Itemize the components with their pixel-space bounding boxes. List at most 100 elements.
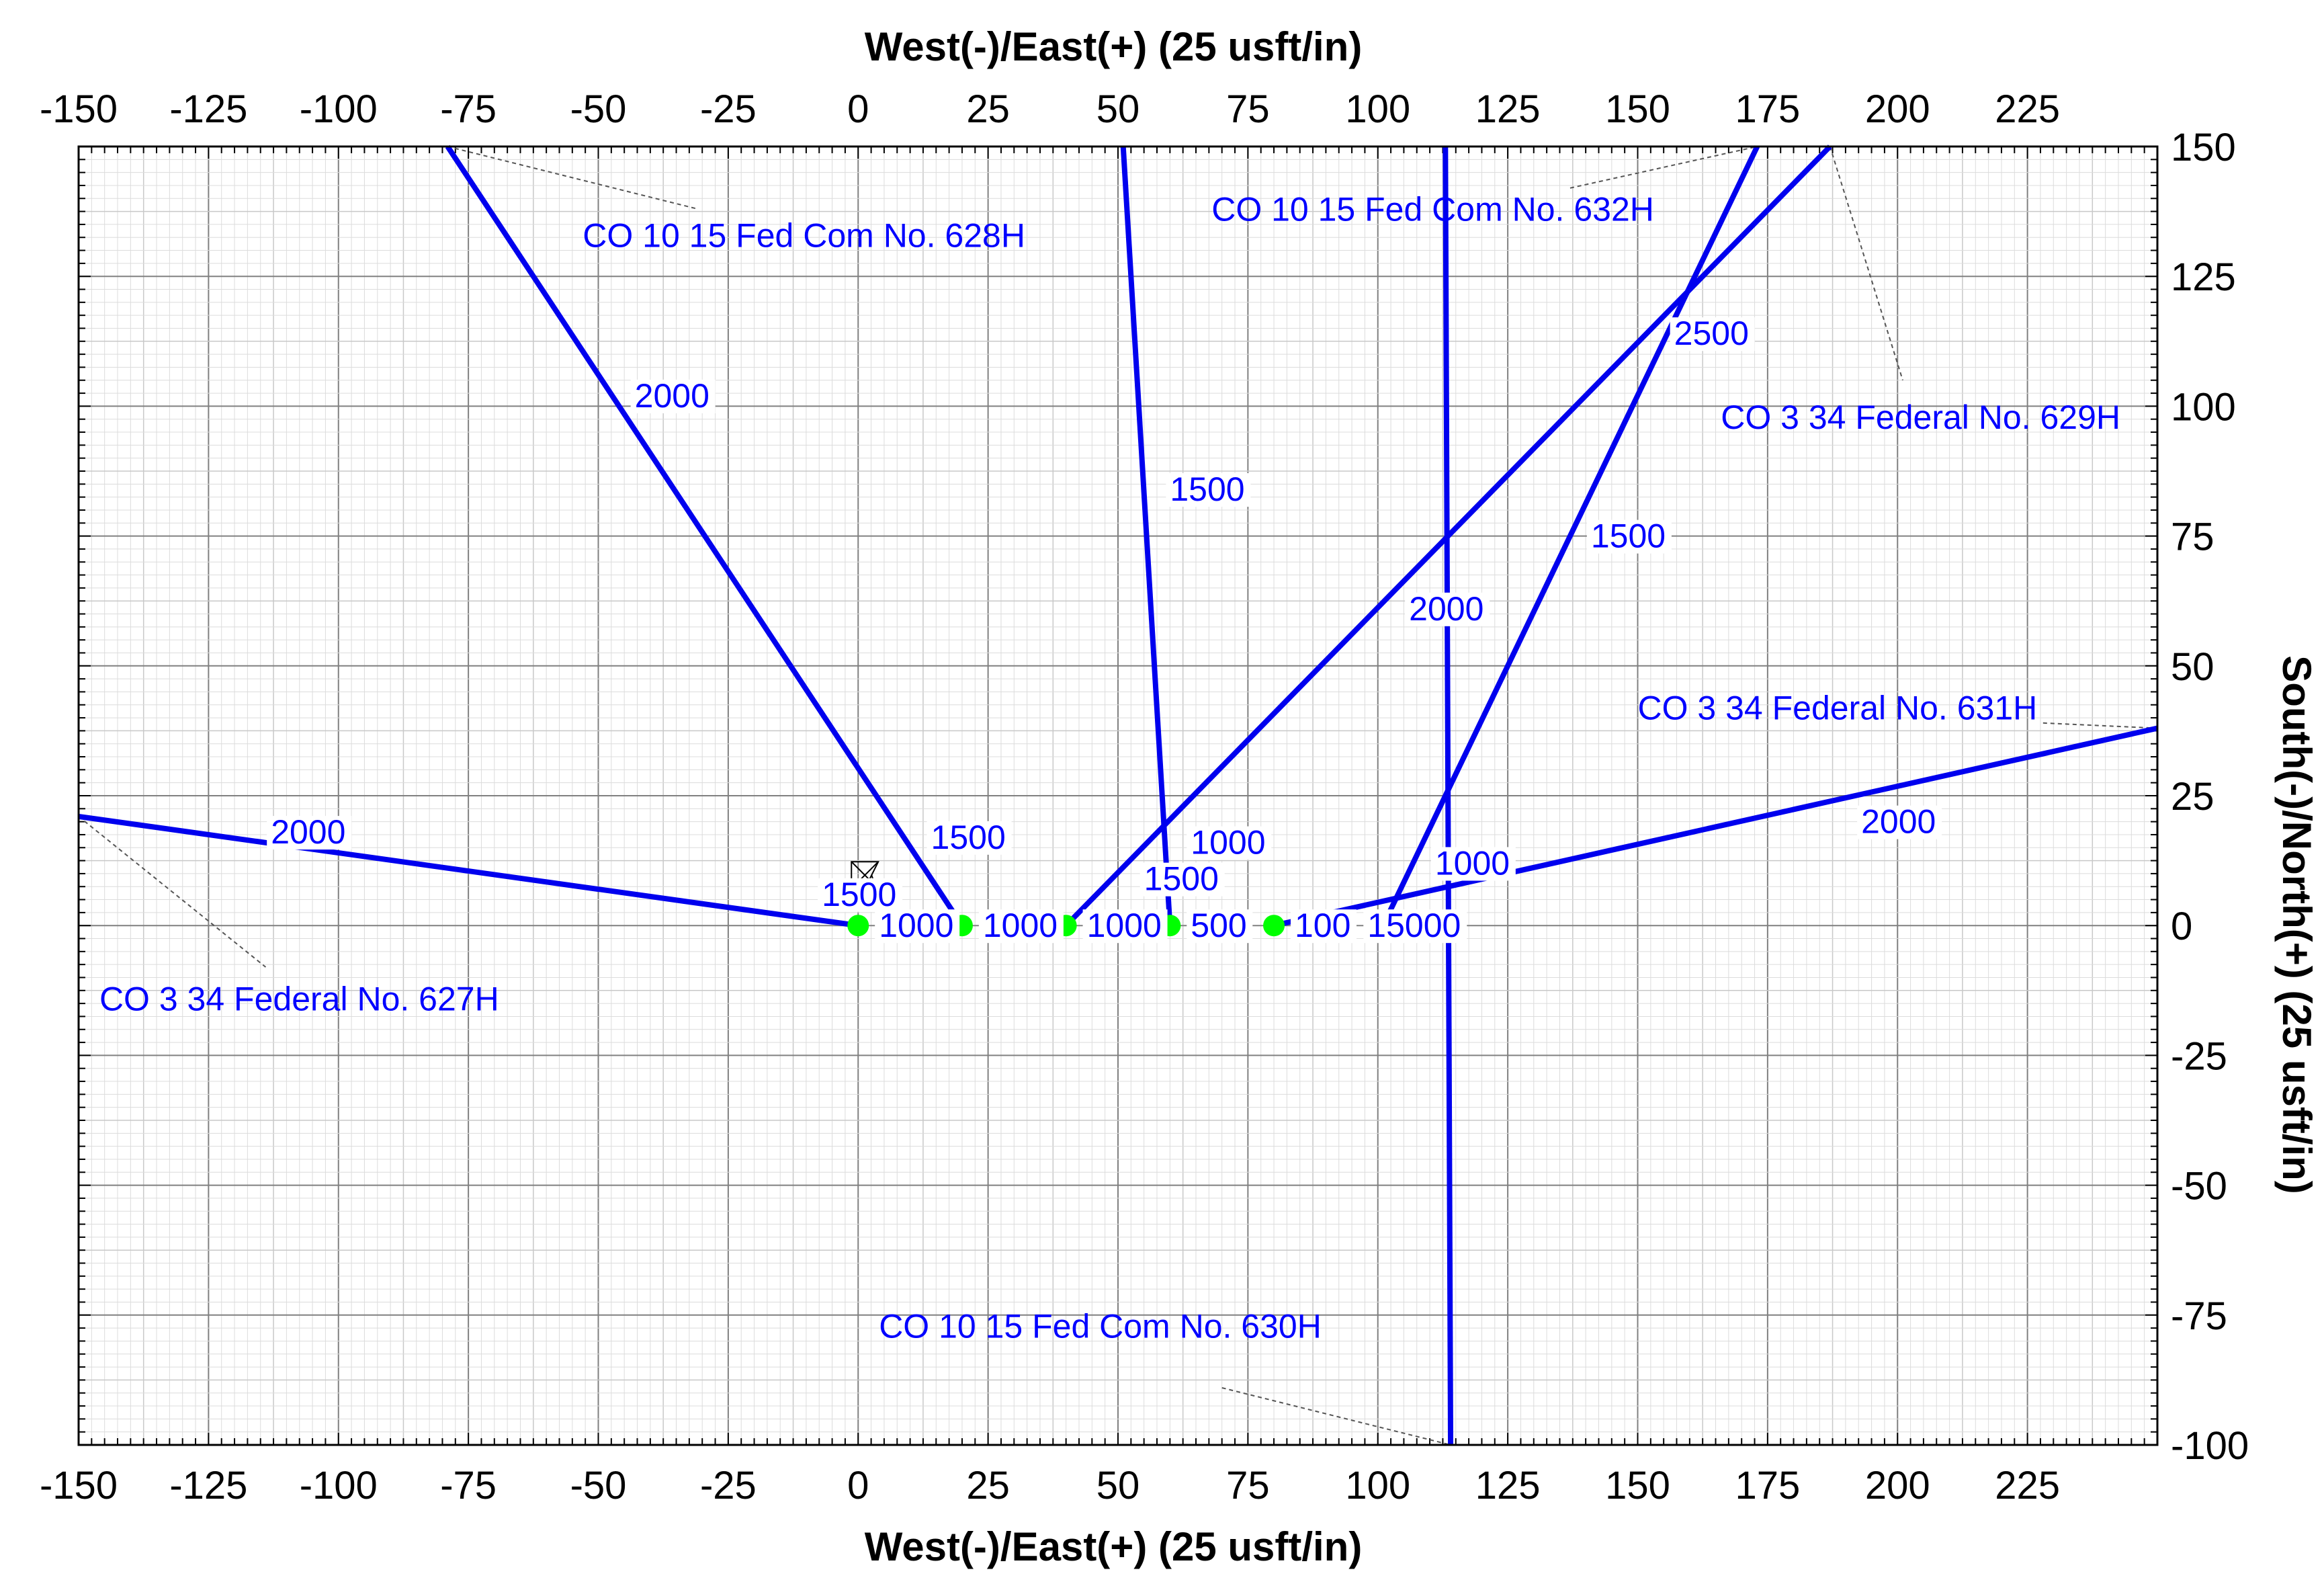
axis-ticks <box>78 146 2158 1446</box>
y-tick-label: 25 <box>2171 775 2214 819</box>
y-tick-labels: -100 -75 -50 -25 0 25 50 75 100 125 150 <box>2171 126 2249 1468</box>
depth-label: 1000 <box>1191 824 1265 862</box>
surface-location-marker <box>1263 915 1285 937</box>
x-tick-label-top: 50 <box>1096 87 1140 131</box>
label-leaders <box>78 146 2158 1446</box>
y-tick-label: 150 <box>2171 126 2236 169</box>
y-tick-label: -75 <box>2171 1294 2227 1338</box>
x-tick-label-bottom: 25 <box>966 1464 1010 1507</box>
x-tick-label-bottom: 100 <box>1345 1464 1410 1507</box>
depth-label: 1000 <box>983 907 1058 944</box>
y-tick-label: 125 <box>2171 255 2236 299</box>
x-tick-label-bottom: 200 <box>1865 1464 1930 1507</box>
x-tick-label-bottom: -50 <box>570 1464 627 1507</box>
y-tick-label: 50 <box>2171 645 2214 689</box>
depth-label-background <box>1139 862 1225 897</box>
depth-label: 1500 <box>1591 517 1666 555</box>
depth-label-background <box>1082 909 1168 944</box>
well-path-line <box>1273 725 2158 929</box>
well-path-line <box>1064 144 1832 928</box>
x-tick-label-top: 225 <box>1995 87 2060 131</box>
depth-label-background <box>927 821 1012 855</box>
y-tick-label: 100 <box>2171 385 2236 429</box>
leader-line <box>1569 146 1758 189</box>
y-tick-label: -100 <box>2171 1424 2249 1468</box>
depth-label-background <box>1363 909 1467 944</box>
well-label: CO 3 34 Federal No. 631H <box>1638 690 2038 727</box>
x-tick-labels-top: -150 -125 -100 -75 -50 -25 0 25 50 75 100 125 150 175… <box>40 87 2060 131</box>
depth-label: 1500 <box>1144 860 1219 898</box>
x-tick-label-bottom: 0 <box>847 1464 869 1507</box>
x-tick-label-bottom: -75 <box>440 1464 497 1507</box>
depth-label-background <box>1586 519 1672 554</box>
depth-label: 1000 <box>879 907 953 944</box>
x-tick-label-bottom: -150 <box>40 1464 118 1507</box>
depth-label: 1000 <box>1435 844 1510 882</box>
leader-line <box>447 146 697 210</box>
depth-label-background <box>1670 317 1755 351</box>
depth-label-background <box>978 909 1064 944</box>
y-tick-label: 75 <box>2171 515 2214 559</box>
leader-line <box>78 816 267 968</box>
x-tick-label-top: 0 <box>847 87 869 131</box>
x-tick-label-bottom: -25 <box>700 1464 757 1507</box>
x-tick-label-top: 125 <box>1475 87 1541 131</box>
x-tick-label-bottom: 225 <box>1995 1464 2060 1507</box>
depth-label-background <box>1857 805 1942 839</box>
well-label: CO 3 34 Federal No. 627H <box>99 980 499 1017</box>
leader-line <box>1221 1387 1451 1446</box>
well-path-line <box>1120 146 1173 926</box>
x-tick-label-bottom: 125 <box>1475 1464 1541 1507</box>
depth-label: 2500 <box>1674 315 1749 352</box>
leader-line <box>2042 722 2158 729</box>
x-tick-label-top: 175 <box>1735 87 1800 131</box>
well-label: CO 3 34 Federal No. 629H <box>1721 399 2120 436</box>
x-tick-label-top: -125 <box>169 87 247 131</box>
x-axis-title-bottom: West(-)/East(+) (25 usft/in) <box>865 1524 1363 1569</box>
x-axis-title-top: West(-)/East(+) (25 usft/in) <box>865 24 1363 69</box>
depth-label: 1500 <box>931 819 1006 856</box>
y-tick-label: -50 <box>2171 1165 2227 1208</box>
grid <box>78 146 2158 1446</box>
x-tick-label-bottom: 175 <box>1735 1464 1800 1507</box>
surface-location-marker <box>847 915 869 937</box>
depth-label-background <box>1405 592 1490 626</box>
depth-label-background <box>1430 847 1516 881</box>
depth-label: 100 <box>1295 907 1350 944</box>
x-tick-label-top: 150 <box>1605 87 1670 131</box>
well-label: CO 10 15 Fed Com No. 630H <box>879 1307 1322 1345</box>
plot-frame <box>77 145 2159 1446</box>
well-paths <box>78 144 2158 1446</box>
x-tick-label-top: 75 <box>1226 87 1270 131</box>
depth-label-background <box>1187 826 1272 860</box>
depth-label: 2000 <box>271 813 345 851</box>
x-tick-label-top: -100 <box>300 87 378 131</box>
leader-line <box>1829 146 1903 381</box>
depth-label-background <box>875 909 960 944</box>
x-tick-label-bottom: -125 <box>169 1464 247 1507</box>
depth-label: 2000 <box>1409 590 1483 628</box>
well-labels: CO 3 34 Federal No. 627H CO 10 15 Fed Com… <box>99 191 2120 1345</box>
x-tick-label-bottom: 75 <box>1226 1464 1270 1507</box>
x-tick-labels-bottom: -150 -125 -100 -75 -50 -25 0 25 50 75 100 125 150 175… <box>40 1464 2060 1507</box>
depth-label-background <box>267 816 352 850</box>
x-tick-label-top: 200 <box>1865 87 1930 131</box>
depth-label-background <box>630 379 716 413</box>
well-path-line <box>445 144 965 927</box>
x-tick-label-bottom: 150 <box>1605 1464 1670 1507</box>
y-tick-label: 0 <box>2171 905 2192 948</box>
well-label: CO 10 15 Fed Com No. 632H <box>1211 191 1654 228</box>
well-path-line <box>78 813 859 929</box>
depth-label-background <box>1290 909 1357 944</box>
x-tick-label-top: 25 <box>966 87 1010 131</box>
y-tick-label: -25 <box>2171 1034 2227 1078</box>
depth-label: 2000 <box>635 377 709 415</box>
x-tick-label-top: -50 <box>570 87 627 131</box>
x-tick-label-bottom: -100 <box>300 1464 378 1507</box>
x-tick-label-top: -150 <box>40 87 118 131</box>
y-axis-title: South(-)/North(+) (25 usft/in) <box>2274 655 2319 1194</box>
depth-label: 500 <box>1191 907 1246 944</box>
depth-label: 15000 <box>1367 907 1461 944</box>
